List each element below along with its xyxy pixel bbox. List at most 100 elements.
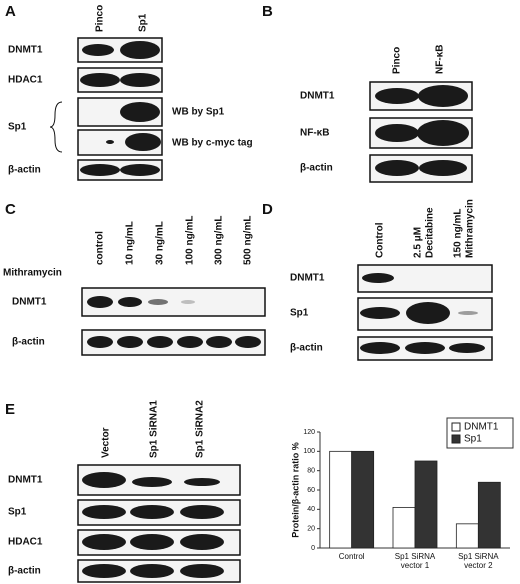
y-tick-label: 80 xyxy=(307,468,315,475)
band xyxy=(87,296,113,308)
y-tick-label: 40 xyxy=(307,506,315,513)
x-tick-label: Control xyxy=(338,552,365,561)
band xyxy=(180,505,224,519)
lane-label: 2.5 μM xyxy=(413,227,424,258)
row-label: β-actin xyxy=(8,165,41,176)
band xyxy=(375,160,419,176)
legend-label: DNMT1 xyxy=(464,422,499,433)
lane-label: Sp1 xyxy=(138,13,149,32)
lane-label: 500 ng/mL xyxy=(243,216,254,265)
row-label: Sp1 xyxy=(8,122,27,133)
band xyxy=(82,534,126,550)
lane-label: Control xyxy=(375,222,386,258)
band xyxy=(181,300,195,304)
treatment-label: Mithramycin xyxy=(3,268,62,279)
legend-label: Sp1 xyxy=(464,434,482,445)
row-label: Sp1 xyxy=(290,308,309,319)
row-label: NF-κB xyxy=(300,128,329,139)
band xyxy=(375,88,419,104)
lane-label: Pinco xyxy=(95,5,106,32)
x-tick-label: Sp1 SiRNA vector 1 xyxy=(394,552,436,570)
band xyxy=(458,311,478,315)
lane-label: 150 ng/mL xyxy=(453,209,464,258)
band xyxy=(82,472,126,488)
band xyxy=(206,336,232,348)
bar xyxy=(477,481,501,549)
band xyxy=(360,307,400,319)
lane-label: Sp1 SiRNA2 xyxy=(195,400,206,458)
band xyxy=(419,160,467,176)
band xyxy=(449,343,485,353)
lane-label: Pinco xyxy=(392,47,403,74)
band xyxy=(362,273,394,283)
panel-letter: B xyxy=(262,3,273,20)
band xyxy=(375,124,419,142)
y-tick-label: 0 xyxy=(311,545,315,552)
band xyxy=(118,297,142,307)
band xyxy=(120,73,160,87)
band xyxy=(177,336,203,348)
y-tick-label: 120 xyxy=(303,429,315,436)
band xyxy=(180,534,224,550)
legend-swatch xyxy=(451,422,461,432)
lane-label: 300 ng/mL xyxy=(214,216,225,265)
band xyxy=(360,342,400,354)
panel-letter: D xyxy=(262,201,273,218)
band xyxy=(184,478,220,486)
band xyxy=(80,73,120,87)
row-label: DNMT1 xyxy=(8,45,43,56)
row-label: DNMT1 xyxy=(8,475,43,486)
band xyxy=(130,534,174,550)
band xyxy=(80,164,120,176)
note: WB by c-myc tag xyxy=(172,138,253,149)
row-label: DNMT1 xyxy=(290,273,325,284)
panel-letter: E xyxy=(5,401,15,418)
lane-label: 100 ng/mL xyxy=(185,216,196,265)
band xyxy=(406,302,450,324)
panel-letter: A xyxy=(5,3,16,20)
y-tick-label: 100 xyxy=(303,448,315,455)
band xyxy=(82,564,126,578)
band xyxy=(418,85,468,107)
bar xyxy=(351,450,375,549)
lane-label: control xyxy=(95,231,106,265)
row-label: β-actin xyxy=(290,343,323,354)
y-tick-label: 20 xyxy=(307,526,315,533)
lane-label: NF-κB xyxy=(435,45,446,74)
x-tick-label: Sp1 SiRNA vector 2 xyxy=(458,552,499,570)
band xyxy=(117,336,143,348)
band xyxy=(405,342,445,354)
row-label: β-actin xyxy=(8,566,41,577)
band xyxy=(120,164,160,176)
lane-label: 10 ng/mL xyxy=(125,221,136,265)
bar xyxy=(392,506,416,549)
row-label: β-actin xyxy=(300,163,333,174)
bracket xyxy=(49,101,63,153)
band xyxy=(148,299,168,305)
lane-label: Vector xyxy=(101,427,112,458)
lane-label: Mithramycin xyxy=(465,199,476,258)
lane-label: Decitabine xyxy=(425,207,436,258)
band xyxy=(147,336,173,348)
x-tick-label-box: Sp1 SiRNA vector 2 xyxy=(458,552,499,570)
lane-label: Sp1 SiRNA1 xyxy=(149,400,160,458)
legend-swatch xyxy=(451,434,461,444)
row-label: HDAC1 xyxy=(8,75,43,86)
bar xyxy=(414,460,438,549)
band xyxy=(417,120,469,146)
x-tick-label-box: Control xyxy=(338,552,365,561)
note: WB by Sp1 xyxy=(172,107,225,118)
band xyxy=(180,564,224,578)
row-label: Sp1 xyxy=(8,507,27,518)
row-label: DNMT1 xyxy=(12,297,47,308)
band xyxy=(130,564,174,578)
bar xyxy=(329,450,353,549)
band xyxy=(106,140,114,144)
band xyxy=(82,44,114,56)
band xyxy=(87,336,113,348)
x-tick-label-box: Sp1 SiRNA vector 1 xyxy=(394,552,436,570)
lane-label: 30 ng/mL xyxy=(155,221,166,265)
y-tick-label: 60 xyxy=(307,487,315,494)
band xyxy=(130,505,174,519)
